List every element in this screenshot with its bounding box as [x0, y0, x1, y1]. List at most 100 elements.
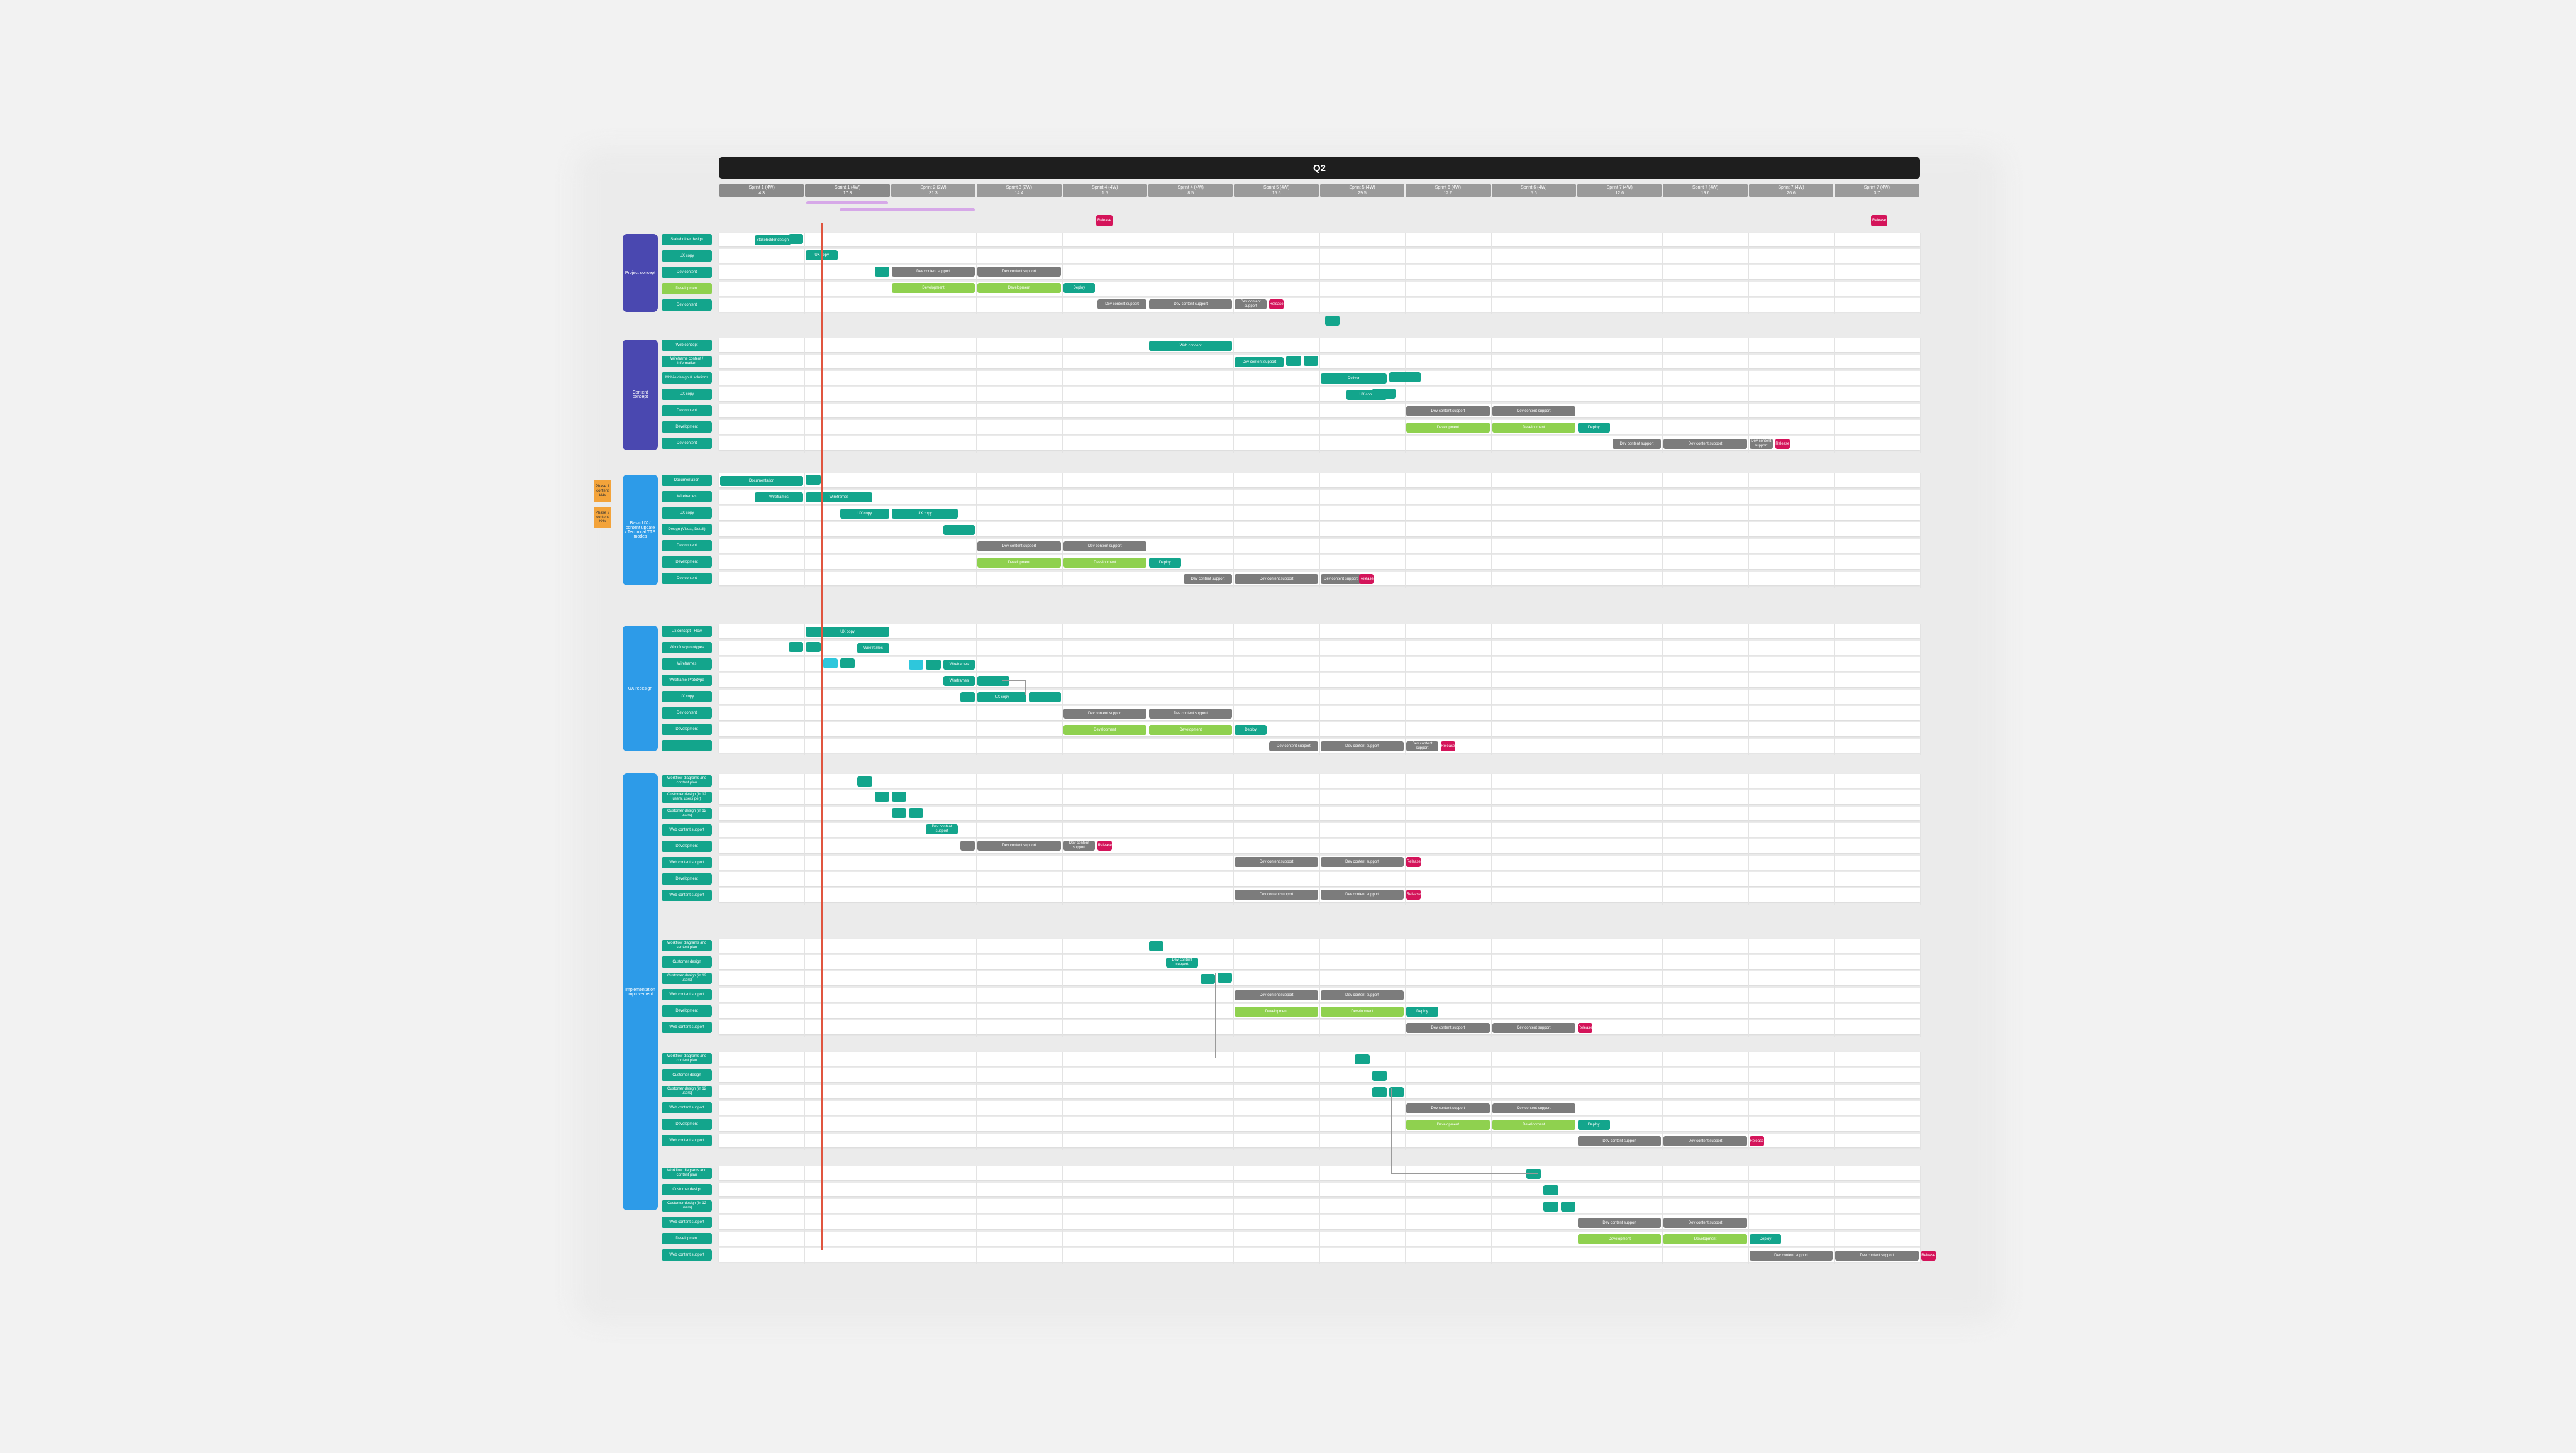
task-bar[interactable]: Dev content support: [977, 541, 1061, 551]
task-bar[interactable]: Development: [977, 558, 1061, 568]
row-label[interactable]: Development: [662, 873, 712, 885]
category-content-concept[interactable]: Content concept: [623, 340, 658, 450]
task-bar[interactable]: [840, 658, 855, 668]
task-bar[interactable]: Development: [1063, 725, 1146, 735]
task-bar[interactable]: Deploy: [1578, 1120, 1610, 1130]
row-label[interactable]: Web content support: [662, 989, 712, 1000]
row-label[interactable]: Web content support: [662, 890, 712, 901]
task-bar[interactable]: Development: [1492, 423, 1575, 433]
task-bar[interactable]: Dev content support: [1235, 857, 1318, 867]
sprint-header[interactable]: Sprint 4 (4W) 8.5: [1148, 184, 1233, 197]
row-label[interactable]: [662, 740, 712, 751]
task-bar[interactable]: Deploy: [1235, 725, 1267, 735]
task-bar[interactable]: [909, 660, 924, 670]
task-bar[interactable]: [943, 525, 975, 535]
task-bar[interactable]: [909, 808, 924, 818]
sticky-note[interactable]: Phase 2 content bids: [594, 507, 611, 528]
task-bar[interactable]: UX copy: [806, 627, 889, 637]
row-label[interactable]: Dev content: [662, 438, 712, 449]
task-bar[interactable]: Dev content support: [1235, 890, 1318, 900]
timeline-pill[interactable]: [840, 208, 975, 211]
task-bar[interactable]: Dev content support: [1063, 841, 1096, 851]
task-bar[interactable]: Development: [1149, 725, 1233, 735]
task-bar[interactable]: [1303, 356, 1318, 366]
task-bar[interactable]: Dev content support: [1663, 1136, 1747, 1146]
sprint-header[interactable]: Sprint 3 (2W) 14.4: [977, 184, 1062, 197]
row-label[interactable]: Mobile design & solutions: [662, 372, 712, 384]
row-label[interactable]: Customer design (in 12 users): [662, 1200, 712, 1212]
task-bar[interactable]: Development: [1063, 558, 1146, 568]
row-label[interactable]: Documentation: [662, 475, 712, 486]
row-label[interactable]: Ux concept - Flow: [662, 626, 712, 637]
task-bar[interactable]: Dev content support: [1578, 1218, 1662, 1228]
task-bar[interactable]: Wireframes: [943, 676, 975, 686]
task-bar[interactable]: [977, 676, 1009, 686]
task-bar[interactable]: [1560, 1202, 1575, 1212]
task-bar[interactable]: Dev content support: [1835, 1251, 1919, 1261]
task-bar[interactable]: [806, 642, 821, 652]
row-label[interactable]: Development: [662, 556, 712, 568]
row-label[interactable]: Customer design: [662, 1069, 712, 1081]
row-label[interactable]: Workflow diagrams and content plan: [662, 1053, 712, 1064]
milestone-release[interactable]: Release: [1096, 215, 1113, 226]
task-bar[interactable]: Dev content support: [891, 267, 975, 277]
task-bar[interactable]: Development: [1235, 1007, 1318, 1017]
row-label[interactable]: UX copy: [662, 691, 712, 702]
task-bar[interactable]: Dev content support: [1749, 439, 1773, 449]
row-label[interactable]: Customer design (in 12 users): [662, 973, 712, 984]
sprint-header[interactable]: Sprint 6 (4W) 5.6: [1491, 184, 1576, 197]
task-bar[interactable]: Dev content support: [1320, 890, 1404, 900]
task-bar[interactable]: Dev content support: [1166, 958, 1198, 968]
task-bar[interactable]: Dev content support: [1235, 357, 1284, 367]
release-marker[interactable]: Release: [1775, 439, 1790, 449]
task-bar[interactable]: Dev content support: [1406, 1023, 1490, 1033]
sprint-header[interactable]: Sprint 7 (4W) 3.7: [1835, 184, 1919, 197]
row-label[interactable]: Customer design: [662, 1184, 712, 1195]
row-label[interactable]: Workflow diagrams and content plan: [662, 940, 712, 951]
row-label[interactable]: Customer design (in 12 users, users per): [662, 792, 712, 803]
release-marker[interactable]: Release: [1749, 1136, 1765, 1146]
milestone-release[interactable]: Release: [1871, 215, 1887, 226]
row-label[interactable]: Dev content: [662, 573, 712, 584]
task-bar[interactable]: [1389, 1087, 1404, 1097]
task-bar[interactable]: Dev content support: [926, 824, 958, 834]
row-label[interactable]: Workflow diagrams and content plan: [662, 1168, 712, 1179]
task-bar[interactable]: [960, 841, 975, 851]
task-bar[interactable]: [1543, 1185, 1558, 1195]
task-bar[interactable]: [1372, 389, 1396, 399]
row-label[interactable]: Wireframes: [662, 491, 712, 502]
task-bar[interactable]: [1543, 1202, 1558, 1212]
sprint-header[interactable]: Sprint 4 (4W) 1.5: [1062, 184, 1147, 197]
row-label[interactable]: Dev content: [662, 267, 712, 278]
task-bar[interactable]: Dev content support: [1663, 439, 1747, 449]
row-label[interactable]: UX copy: [662, 507, 712, 519]
sprint-header[interactable]: Sprint 2 (2W) 31.3: [891, 184, 976, 197]
sprint-header[interactable]: Sprint 1 (4W) 4.3: [719, 184, 804, 197]
task-bar[interactable]: Development: [1578, 1234, 1662, 1244]
task-bar[interactable]: Dev content support: [1149, 299, 1233, 309]
row-label[interactable]: Web content support: [662, 1022, 712, 1033]
row-label[interactable]: UX copy: [662, 389, 712, 400]
sprint-header[interactable]: Sprint 7 (4W) 12.6: [1577, 184, 1662, 197]
row-label[interactable]: Development: [662, 724, 712, 735]
task-bar[interactable]: Dev content support: [977, 267, 1061, 277]
task-bar[interactable]: [1526, 1169, 1541, 1179]
task-bar[interactable]: [1286, 356, 1301, 366]
task-bar[interactable]: Dev content support: [1235, 299, 1267, 309]
task-bar[interactable]: [1200, 974, 1216, 984]
task-bar[interactable]: Dev content support: [1492, 1103, 1575, 1113]
task-bar[interactable]: Dev content support: [1320, 741, 1404, 751]
task-bar[interactable]: UX copy: [840, 509, 889, 519]
task-bar[interactable]: [874, 792, 889, 802]
task-bar[interactable]: UX copy: [977, 692, 1027, 702]
task-bar[interactable]: Development: [1663, 1234, 1747, 1244]
category-project-concept[interactable]: Project concept: [623, 234, 658, 312]
release-marker[interactable]: Release: [1921, 1251, 1936, 1261]
task-bar[interactable]: Dev content support: [1149, 709, 1233, 719]
task-bar[interactable]: Deploy: [1578, 423, 1610, 433]
task-bar[interactable]: Dev content support: [1097, 299, 1146, 309]
release-marker[interactable]: Release: [1406, 890, 1421, 900]
release-marker[interactable]: Release: [1097, 841, 1113, 851]
task-bar[interactable]: [1355, 1054, 1370, 1064]
task-bar[interactable]: [1389, 372, 1421, 382]
